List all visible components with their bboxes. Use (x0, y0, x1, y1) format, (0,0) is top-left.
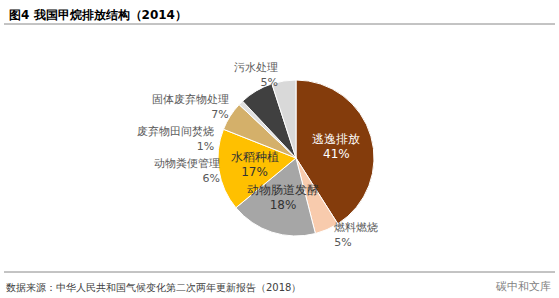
svg-text:5%: 5% (334, 236, 351, 249)
svg-text:碳中和文库: 碳中和文库 (495, 280, 551, 293)
svg-text:1%: 1% (197, 140, 214, 153)
svg-text:动物肠道发酵: 动物肠道发酵 (247, 183, 319, 197)
svg-text:水稻种植: 水稻种植 (231, 150, 279, 164)
svg-text:燃料燃烧: 燃料燃烧 (334, 221, 378, 234)
svg-text:逃逸排放: 逃逸排放 (312, 132, 360, 146)
svg-text:动物粪便管理: 动物粪便管理 (154, 157, 220, 170)
svg-text:6%: 6% (203, 172, 220, 185)
svg-text:污水处理: 污水处理 (234, 61, 278, 74)
svg-text:5%: 5% (260, 76, 277, 89)
svg-text:废弃物田间焚烧: 废弃物田间焚烧 (137, 125, 214, 138)
svg-text:17%: 17% (241, 165, 268, 179)
svg-text:18%: 18% (270, 198, 297, 212)
svg-text:固体废弃物处理: 固体废弃物处理 (152, 93, 229, 106)
svg-text:7%: 7% (211, 108, 228, 121)
svg-text:数据来源：中华人民共和国气候变化第二次两年更新报告（2018: 数据来源：中华人民共和国气候变化第二次两年更新报告（2018） (6, 282, 301, 293)
svg-text:图4 我国甲烷排放结构（2014）: 图4 我国甲烷排放结构（2014） (9, 8, 187, 22)
svg-text:41%: 41% (323, 147, 350, 161)
